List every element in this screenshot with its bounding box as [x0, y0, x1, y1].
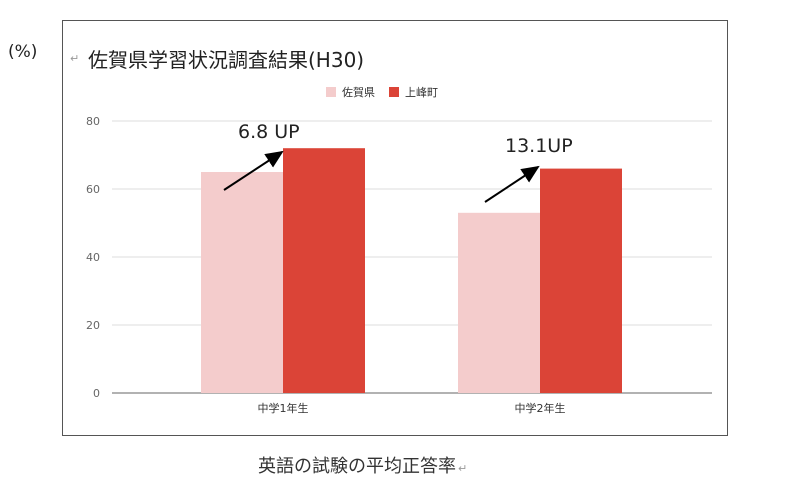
y-tick-label: 40: [86, 251, 100, 264]
annotation-label: 6.8 UP: [238, 121, 300, 143]
caption-text: 英語の試験の平均正答率: [258, 456, 456, 477]
y-tick-label: 60: [86, 183, 100, 196]
bar-1-1: [201, 172, 283, 393]
legend-label-series-1: 佐賀県: [342, 86, 375, 99]
bar-1-2: [458, 212, 540, 393]
bar-2-2: [540, 168, 622, 393]
chart-legend: 佐賀県 上峰町: [326, 84, 438, 100]
chart-title: 佐賀県学習状況調査結果(H30): [88, 44, 364, 73]
annotation-arrow: [484, 165, 540, 203]
y-tick-label: 0: [93, 387, 100, 400]
y-tick-label: 80: [86, 115, 100, 128]
y-tick-label: 20: [86, 319, 100, 332]
annotation-arrow: [223, 150, 284, 191]
legend-item-series-1: 佐賀県: [326, 84, 375, 100]
x-tick-label: 中学1年生: [258, 401, 309, 415]
legend-swatch-series-1: [326, 87, 336, 97]
x-tick-label: 中学2年生: [515, 401, 566, 415]
bar-2-1: [283, 148, 365, 393]
y-unit-label: (%): [8, 42, 38, 62]
annotation-label: 13.1UP: [505, 135, 573, 157]
chart-title-text: 佐賀県学習状況調査結果(H30): [88, 48, 365, 72]
legend-label-series-2: 上峰町: [405, 86, 438, 99]
paragraph-mark-icon: ↵: [70, 52, 80, 65]
legend-item-series-2: 上峰町: [389, 84, 438, 100]
legend-swatch-series-2: [389, 87, 399, 97]
paragraph-mark-icon: ↵: [458, 462, 468, 475]
figure-caption: 英語の試験の平均正答率 ↵: [258, 452, 467, 478]
